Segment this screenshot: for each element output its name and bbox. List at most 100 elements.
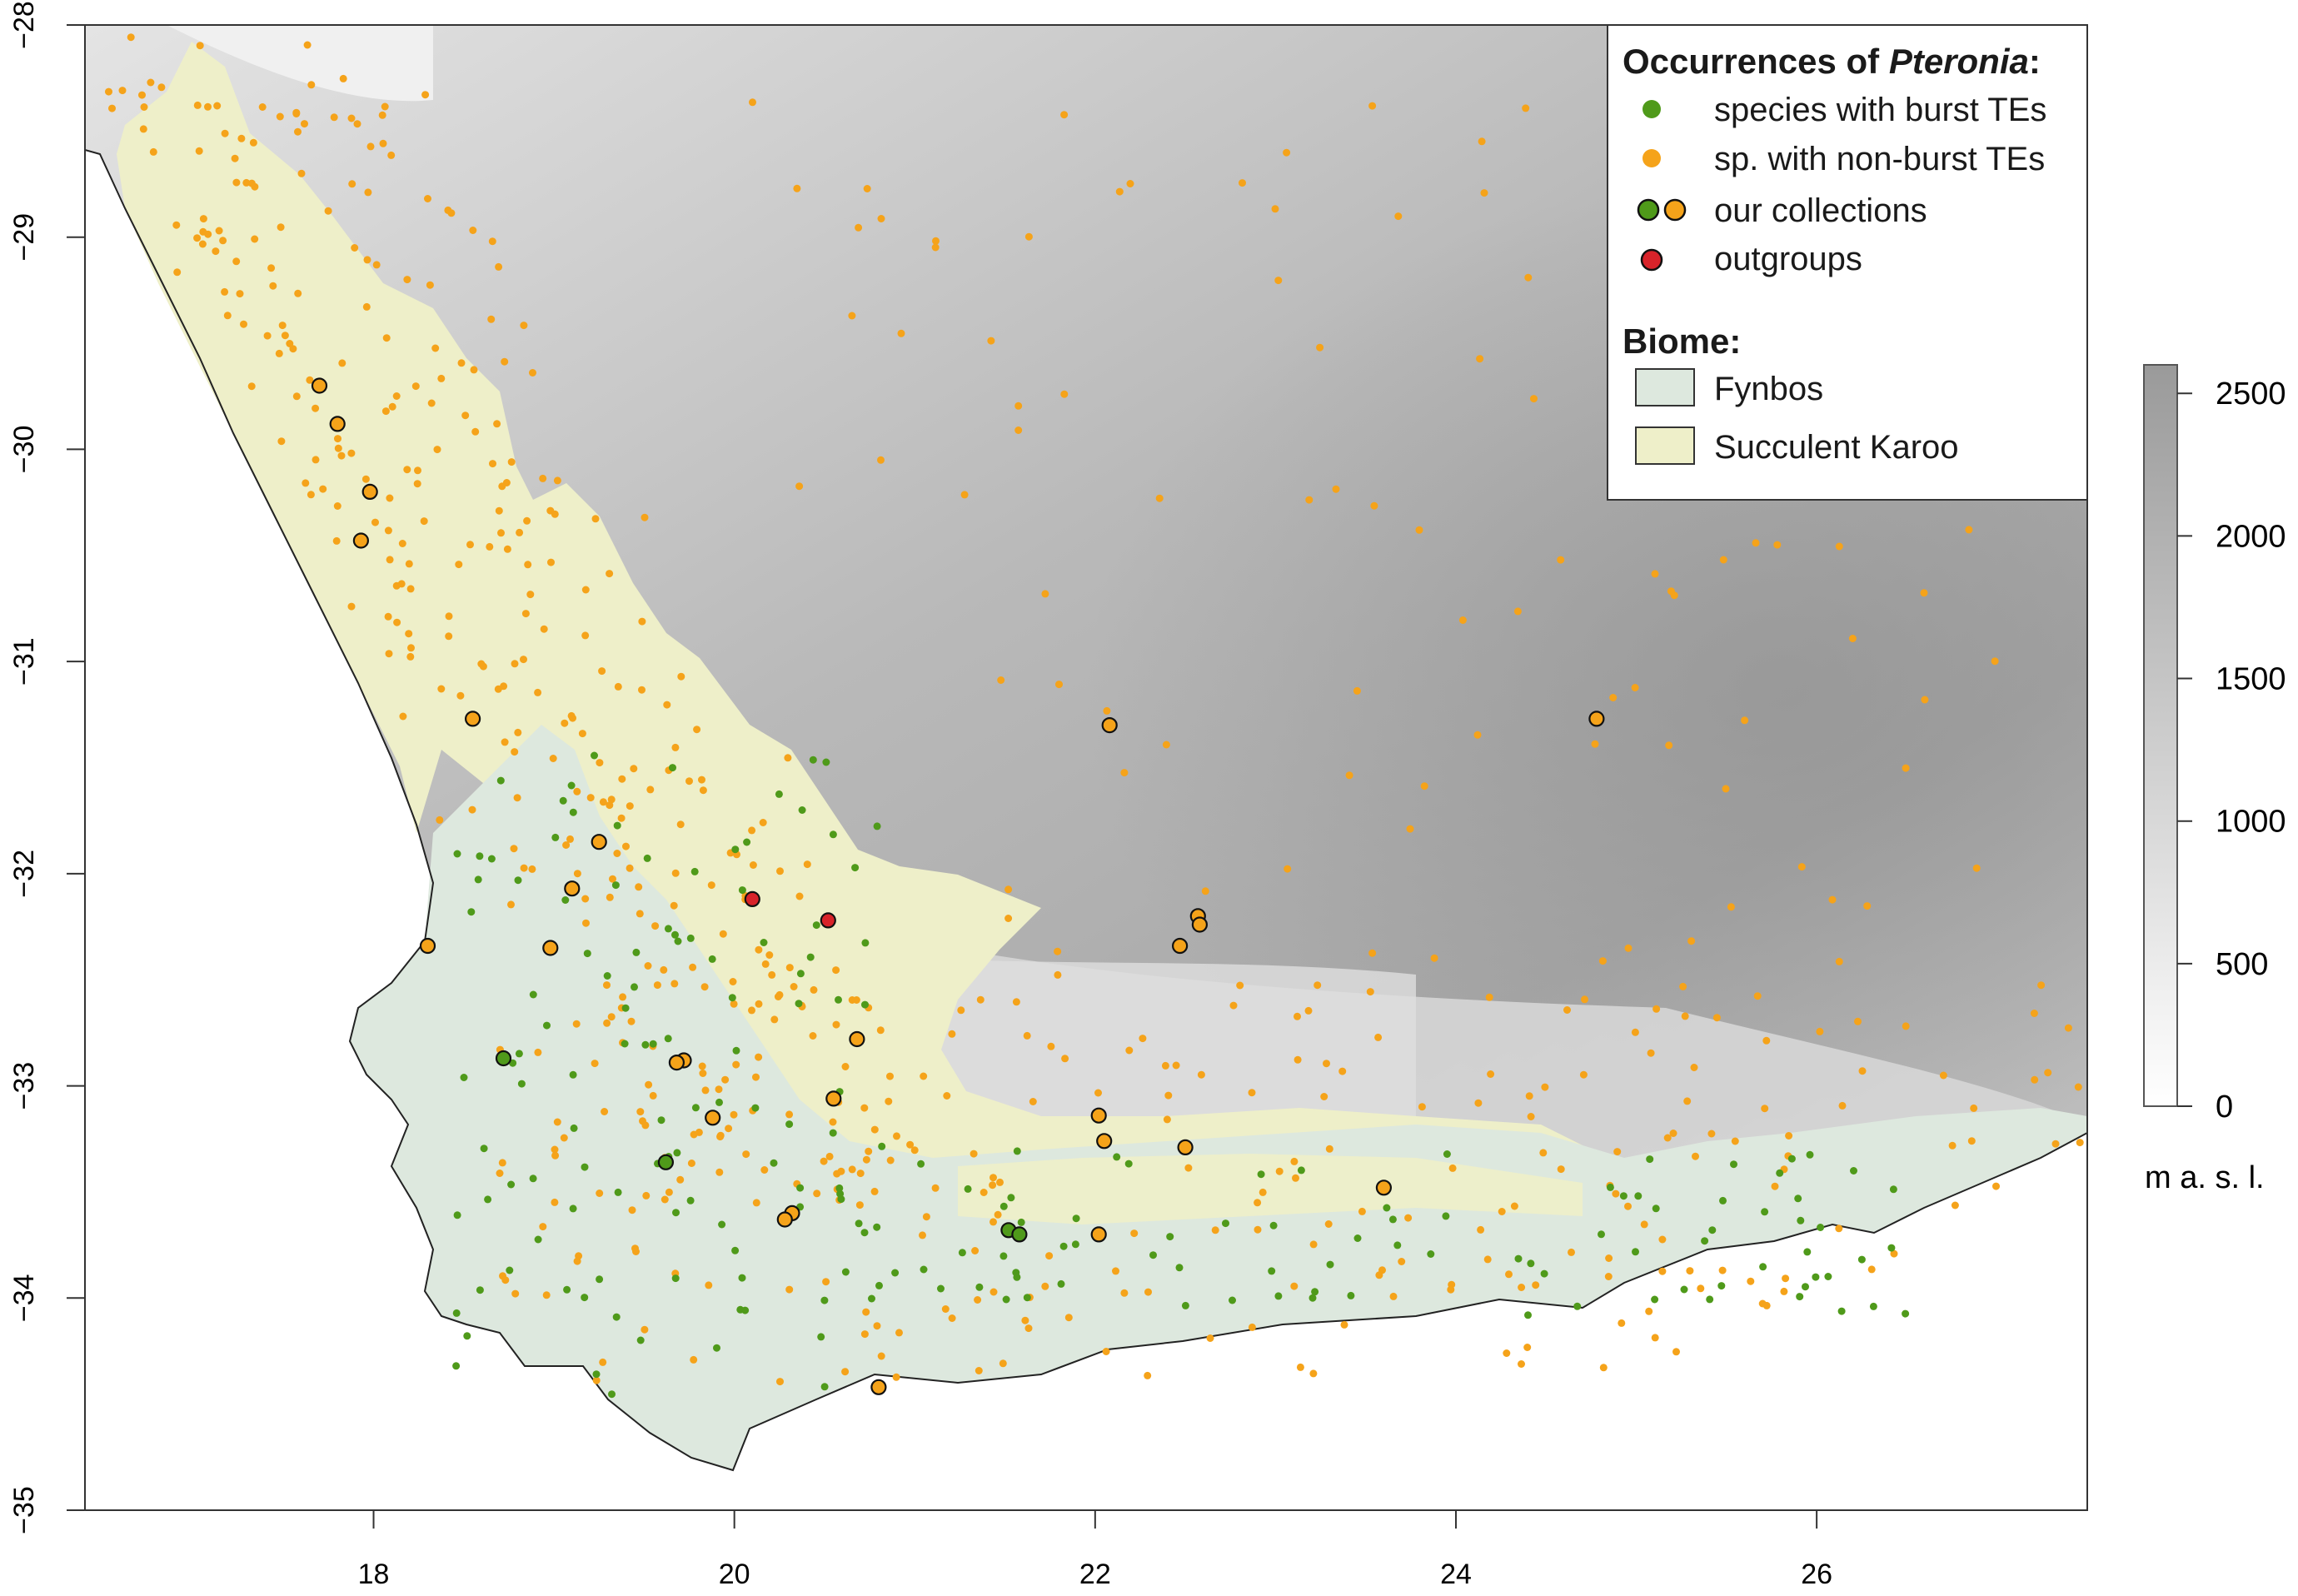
nonburst-occurrence-point: [976, 995, 985, 1004]
collection-nonburst-point: [1375, 1180, 1393, 1196]
nonburst-occurrence-point: [980, 1189, 988, 1196]
nonburst-occurrence-point: [526, 591, 535, 599]
nonburst-occurrence-point: [613, 850, 621, 857]
burst-occurrence-point: [514, 876, 522, 885]
nonburst-occurrence-point: [511, 748, 519, 756]
collection-nonburst-point: [1101, 716, 1118, 734]
nonburst-occurrence-point: [302, 479, 310, 487]
nonburst-occurrence-point: [494, 685, 502, 693]
nonburst-occurrence-point: [1394, 212, 1403, 221]
burst-occurrence-point: [686, 934, 695, 942]
nonburst-occurrence-point: [447, 209, 456, 217]
nonburst-occurrence-point: [596, 1190, 604, 1197]
ocean: [85, 25, 2087, 1510]
nonburst-occurrence-point: [1867, 1265, 1876, 1274]
nonburst-occurrence-point: [1014, 426, 1023, 434]
nonburst-occurrence-point: [1164, 1091, 1173, 1100]
nonburst-occurrence-point: [384, 526, 392, 535]
nonburst-occurrence-point: [198, 240, 207, 248]
burst-occurrence-point: [621, 1040, 629, 1048]
nonburst-occurrence-point: [948, 1314, 956, 1322]
nonburst-occurrence-point: [1672, 1348, 1680, 1356]
nonburst-occurrence-point: [2064, 1024, 2072, 1032]
nonburst-occurrence-point: [1370, 501, 1378, 510]
nonburst-occurrence-point: [572, 1020, 581, 1028]
burst-occurrence-point: [561, 896, 570, 904]
nonburst-occurrence-point: [386, 556, 394, 564]
collection-burst-point: [495, 1050, 512, 1067]
burst-occurrence-point: [581, 1294, 589, 1302]
nonburst-occurrence-point: [1324, 1220, 1333, 1228]
nonburst-occurrence-point: [1697, 1284, 1705, 1293]
nonburst-occurrence-point: [636, 910, 644, 918]
burst-occurrence-point: [875, 1281, 883, 1289]
nonburst-occurrence-point: [251, 235, 259, 243]
nonburst-occurrence-point: [1647, 1049, 1655, 1057]
nonburst-occurrence-point: [1523, 1344, 1532, 1351]
nonburst-occurrence-point: [445, 612, 453, 621]
nonburst-occurrence-point: [140, 103, 148, 111]
nonburst-occurrence-point: [1061, 1055, 1069, 1063]
nonburst-occurrence-point: [1296, 1363, 1304, 1371]
nonburst-occurrence-point: [1024, 232, 1033, 241]
nonburst-occurrence-point: [1004, 885, 1013, 894]
nonburst-occurrence-point: [644, 962, 652, 970]
fynbos-biome: [350, 725, 2087, 1470]
nonburst-occurrence-point: [1368, 949, 1377, 957]
burst-occurrence-point: [476, 852, 484, 860]
nonburst-occurrence-point: [639, 1117, 646, 1125]
nonburst-occurrence-point: [1201, 887, 1209, 895]
burst-occurrence-point: [1057, 1279, 1065, 1288]
burst-occurrence-point: [484, 1195, 492, 1204]
nonburst-occurrence-point: [511, 660, 519, 668]
burst-occurrence-point: [1680, 1285, 1688, 1294]
nonburst-occurrence-point: [841, 1368, 850, 1376]
nonburst-occurrence-point: [1797, 863, 1806, 871]
nonburst-occurrence-point: [852, 996, 860, 1004]
nonburst-occurrence-point: [514, 728, 522, 736]
nonburst-occurrence-point: [539, 474, 547, 482]
nonburst-occurrence-point: [1483, 1255, 1492, 1264]
nonburst-occurrence-point: [385, 650, 393, 658]
nonburst-occurrence-point: [195, 147, 203, 155]
nonburst-occurrence-point: [752, 1073, 760, 1081]
nonburst-occurrence-point: [676, 1175, 685, 1184]
nonburst-occurrence-point: [479, 662, 487, 671]
nonburst-occurrence-point: [829, 1118, 837, 1126]
nonburst-occurrence-point: [1161, 1061, 1169, 1070]
nonburst-occurrence-point: [1782, 1274, 1790, 1283]
burst-occurrence-point: [1113, 1153, 1121, 1161]
nonburst-occurrence-point: [437, 685, 446, 693]
nonburst-occurrence-point: [832, 966, 840, 975]
burst-occurrence-point: [631, 983, 638, 991]
burst-occurrence-point: [1514, 1254, 1523, 1263]
nonburst-occurrence-point: [581, 631, 590, 640]
burst-occurrence-point: [738, 1274, 746, 1282]
nonburst-occurrence-point: [498, 482, 506, 491]
y-tick-label: −32: [8, 850, 40, 898]
burst-occurrence-point: [463, 1332, 471, 1340]
nonburst-occurrence-point: [638, 686, 646, 694]
collection-burst-point: [657, 1154, 675, 1170]
nonburst-occurrence-point: [1316, 343, 1324, 352]
nonburst-occurrence-point: [561, 719, 569, 727]
nonburst-occurrence-point: [1332, 485, 1340, 493]
burst-occurrence-point: [474, 875, 482, 884]
burst-occurrence-point: [643, 854, 651, 862]
collection-nonburst-point: [1096, 1133, 1113, 1150]
nonburst-occurrence-point: [989, 1288, 998, 1296]
nonburst-occurrence-point: [1047, 1042, 1055, 1050]
nonburst-occurrence-point: [348, 180, 356, 188]
burst-occurrence-point: [621, 1004, 630, 1012]
nonburst-occurrence-point: [364, 188, 372, 197]
nonburst-occurrence-point: [1902, 764, 1910, 772]
nonburst-occurrence-point: [690, 1355, 698, 1364]
burst-occurrence-point: [738, 886, 746, 895]
nonburst-occurrence-point: [730, 1110, 738, 1119]
nonburst-occurrence-point: [748, 826, 756, 835]
nonburst-occurrence-point: [398, 540, 406, 547]
nonburst-occurrence-point: [1902, 1022, 1910, 1030]
burst-occurrence-point: [517, 1080, 526, 1088]
burst-occurrence-point: [1072, 1214, 1080, 1223]
nonburst-occurrence-point: [1568, 1248, 1575, 1256]
